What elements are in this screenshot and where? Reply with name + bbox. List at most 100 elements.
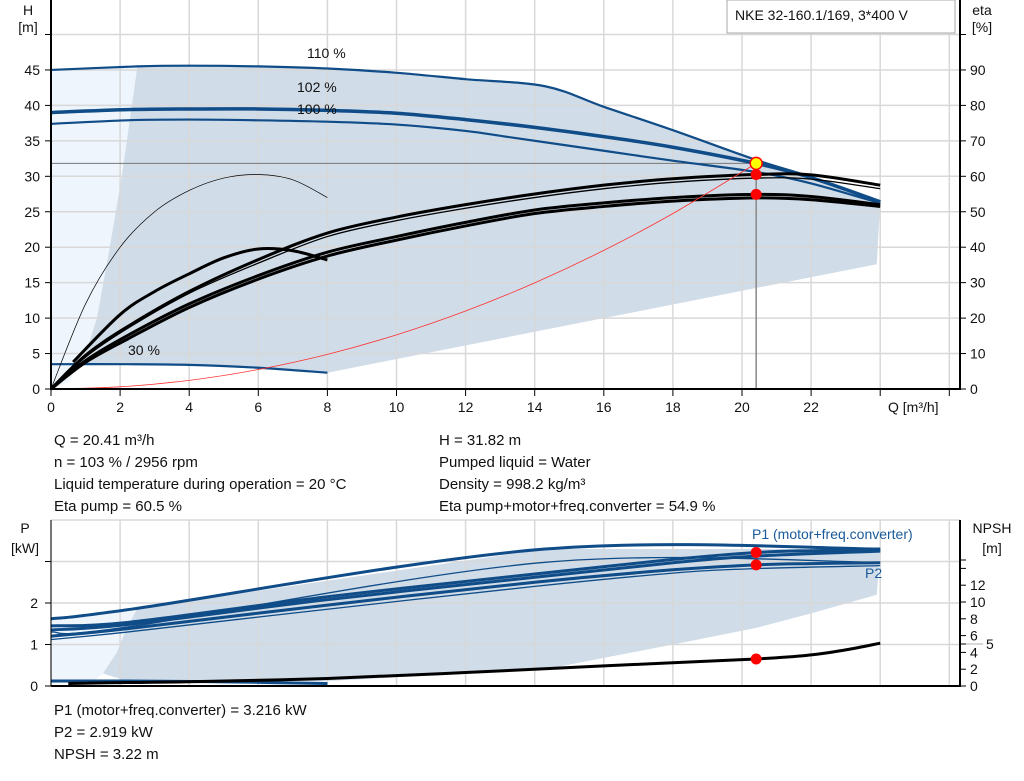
y2-tick-label: 80 bbox=[970, 97, 986, 113]
y-axis-label-h: H bbox=[23, 2, 33, 18]
y2-tick-label: 10 bbox=[970, 346, 986, 362]
y2-tick-label: 12 bbox=[970, 577, 986, 593]
y-tick-label: 35 bbox=[24, 133, 40, 149]
y2-tick-label: 10 bbox=[970, 594, 986, 610]
y-tick-label: 10 bbox=[24, 310, 40, 326]
p1-duty-point bbox=[750, 547, 762, 559]
curves bbox=[50, 543, 881, 686]
density: Density = 998.2 kg/m³ bbox=[439, 476, 586, 493]
power-curve bbox=[50, 548, 881, 628]
eta-curve bbox=[72, 246, 328, 364]
y2-tick-label: 70 bbox=[970, 133, 986, 149]
info-bottom: P1 (motor+freq.converter) = 3.216 kW P2 … bbox=[54, 700, 307, 766]
x-tick-label: 22 bbox=[803, 399, 819, 415]
x-tick-label: 20 bbox=[734, 399, 750, 415]
y2-tick-label: 8 bbox=[970, 611, 978, 627]
x-tick-label: 10 bbox=[389, 399, 405, 415]
y-tick-label: 0 bbox=[30, 678, 38, 694]
system-curve bbox=[50, 163, 757, 390]
liquid-temperature: Liquid temperature during operation = 20… bbox=[54, 476, 347, 493]
y2-tick-label: 2 bbox=[970, 661, 978, 677]
y-tick-label: 0 bbox=[32, 381, 40, 397]
y2-tick-label: 0 bbox=[970, 678, 978, 694]
y2-tick-label: 4 bbox=[970, 644, 978, 660]
eta-curve bbox=[50, 174, 328, 390]
eta-curve bbox=[50, 196, 881, 391]
eta-curve bbox=[50, 177, 881, 390]
x-axis-label: Q [m³/h] bbox=[888, 399, 939, 415]
p1-curve-label: P1 (motor+freq.converter) bbox=[752, 526, 913, 542]
y2-axis-label-npsh: NPSH bbox=[973, 520, 1012, 536]
npsh-curve bbox=[68, 641, 881, 685]
npsh-value: NPSH = 3.22 m bbox=[54, 746, 159, 763]
x-tick-label: 6 bbox=[254, 399, 262, 415]
eta-total: Eta pump+motor+freq.converter = 54.9 % bbox=[439, 498, 716, 515]
x-tick-label: 2 bbox=[116, 399, 124, 415]
y-tick-label: 45 bbox=[24, 62, 40, 78]
y2-axis-label-unit: [m] bbox=[982, 540, 1001, 556]
y-tick-label: 2 bbox=[30, 595, 38, 611]
y-axis-label-unit: [m] bbox=[18, 19, 37, 35]
operating-range-fill bbox=[51, 549, 881, 684]
extended-range-area bbox=[51, 608, 138, 684]
y-tick-label: 20 bbox=[24, 239, 40, 255]
x-tick-label: 4 bbox=[185, 399, 193, 415]
eta-curve bbox=[50, 192, 881, 391]
curve-label-110: 110 % bbox=[307, 45, 346, 61]
p2-value: P2 = 2.919 kW bbox=[54, 724, 153, 741]
y-tick-label: 5 bbox=[32, 346, 40, 362]
eta-pump-point bbox=[750, 169, 762, 181]
x-tick-label: 8 bbox=[324, 399, 332, 415]
y-axis-label-unit: [kW] bbox=[11, 540, 39, 556]
y2-tick-label: 50 bbox=[970, 204, 986, 220]
pump-title: NKE 32-160.1/169, 3*400 V bbox=[735, 7, 908, 23]
extended-range-area bbox=[51, 66, 138, 389]
duty-point bbox=[749, 156, 763, 171]
p2-curve-label: P2 bbox=[865, 565, 882, 581]
title-box bbox=[726, 0, 956, 34]
info-left: Q = 20.41 m³/h n = 103 % / 2956 rpm Liqu… bbox=[54, 430, 346, 518]
y2-axis-label-eta: eta bbox=[972, 2, 992, 18]
x-tick-label: 14 bbox=[527, 399, 543, 415]
eta-total-point bbox=[750, 188, 762, 200]
curve-label-30: 30 % bbox=[128, 342, 160, 358]
y-axis-label-p: P bbox=[20, 520, 29, 536]
curve-label-102: 102 % bbox=[297, 79, 337, 95]
power-curve bbox=[50, 543, 881, 621]
y-tick-label: 30 bbox=[24, 168, 40, 184]
p2-duty-point bbox=[750, 559, 762, 571]
x-tick-label: 0 bbox=[47, 399, 55, 415]
operating-range-area bbox=[102, 549, 881, 682]
y2-tick-label: 0 bbox=[970, 381, 978, 397]
head-curve-30 bbox=[50, 363, 328, 374]
y2-tick-label: 20 bbox=[970, 310, 986, 326]
y2-tick-label: 30 bbox=[970, 275, 986, 291]
y2-tick-label: 60 bbox=[970, 168, 986, 184]
x-tick-label: 12 bbox=[458, 399, 474, 415]
power-curve bbox=[50, 561, 881, 638]
head-value: H = 31.82 m bbox=[439, 432, 522, 449]
axes: 0 2 4 6 8 10 12 14 16 18 20 22 0 5 10 15 20 25 30 35 40 45 0 10… bbox=[24, 0, 986, 415]
p1-value: P1 (motor+freq.converter) = 3.216 kW bbox=[54, 702, 307, 719]
eta-curve bbox=[49, 172, 881, 391]
x-tick-label: 16 bbox=[596, 399, 612, 415]
curve-label-100: 100 % bbox=[297, 101, 337, 117]
head-efficiency-chart: 0 2 4 6 8 10 12 14 16 18 20 22 0 5 10 15 20 25 30 35 40 45 0 10… bbox=[18, 0, 992, 415]
info-right: H = 31.82 m Pumped liquid = Water Densit… bbox=[439, 430, 715, 518]
y2-tick-label: 5 bbox=[986, 636, 994, 652]
y-tick-label: 25 bbox=[24, 204, 40, 220]
x-tick-label: 18 bbox=[665, 399, 681, 415]
y2-axis-label-unit: [%] bbox=[972, 19, 992, 35]
y-tick-label: 15 bbox=[24, 275, 40, 291]
y2-tick-label: 90 bbox=[970, 62, 986, 78]
y-tick-label: 40 bbox=[24, 97, 40, 113]
npsh-duty-point bbox=[750, 653, 762, 665]
flow-value: Q = 20.41 m³/h bbox=[54, 432, 155, 449]
pumped-liquid: Pumped liquid = Water bbox=[439, 454, 591, 471]
curves bbox=[49, 64, 881, 391]
y2-tick-label: 6 bbox=[970, 628, 978, 644]
y-tick-label: 1 bbox=[30, 637, 38, 653]
